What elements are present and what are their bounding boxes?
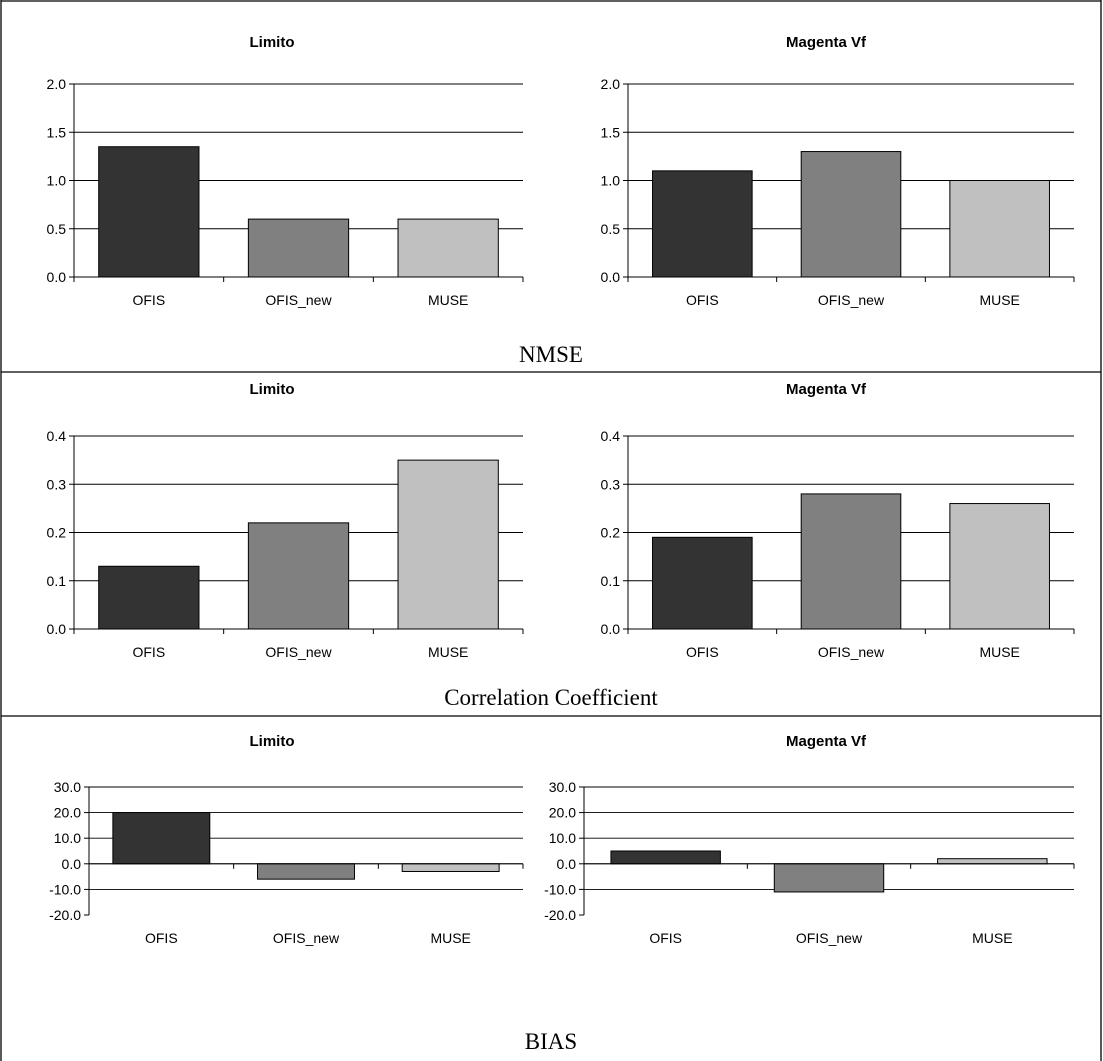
chart-bias-limito: Limito -20.0 -10.0 0.0 10.0 20.0 30.0 OFIS OFIS… [49, 733, 524, 946]
bar-ofis-new [247, 522, 350, 630]
y-tick-label: -10.0 [49, 881, 81, 897]
y-tick-label: 1.0 [47, 173, 67, 189]
y-tick-label: 30.0 [549, 779, 576, 795]
bar-muse [401, 863, 500, 872]
y-tick-label: 0.0 [62, 856, 82, 872]
y-tick-label: 0.0 [601, 621, 621, 637]
bar-ofis-new [800, 151, 902, 278]
bar-ofis [112, 812, 211, 865]
x-category-label: OFIS [132, 644, 165, 660]
x-category-label: OFIS_new [796, 930, 863, 946]
y-tick-label: -20.0 [49, 907, 81, 923]
bar-ofis-new [800, 493, 902, 630]
y-tick-label: 2.0 [601, 76, 621, 92]
y-tick-label: -10.0 [544, 881, 576, 897]
chart-title: Limito [250, 381, 295, 398]
y-tick-label: 0.1 [601, 573, 621, 589]
bar-ofis-new [247, 218, 350, 278]
x-category-label: OFIS [132, 292, 165, 308]
x-category-label: OFIS [145, 930, 178, 946]
y-tick-label: -20.0 [544, 907, 576, 923]
x-category-label: MUSE [428, 644, 468, 660]
y-tick-label: 0.5 [47, 221, 67, 237]
bar-ofis [98, 565, 200, 630]
x-category-label: MUSE [428, 292, 468, 308]
chart-title: Magenta Vf [786, 34, 867, 51]
bar-muse [937, 858, 1048, 865]
section-label-bias: BIAS [525, 1029, 577, 1054]
chart-title: Magenta Vf [786, 733, 867, 750]
x-category-label: OFIS [686, 644, 719, 660]
bar-ofis-new [773, 863, 885, 893]
y-tick-label: 1.5 [47, 124, 67, 140]
y-tick-label: 0.1 [47, 573, 67, 589]
y-tick-label: 10.0 [549, 830, 576, 846]
section-label-nmse: NMSE [519, 342, 583, 367]
chart-nmse-magenta-vf: Magenta Vf 0.0 0.5 1.0 1.5 2.0 OFIS OFIS_new MU… [601, 34, 1075, 308]
y-tick-label: 0.4 [47, 428, 67, 444]
y-tick-label: 0.3 [47, 476, 67, 492]
bar-ofis [652, 170, 753, 278]
chart-correlation-magenta-vf: Magenta Vf 0.0 0.1 0.2 0.3 0.4 OFIS OFIS_new MU… [601, 381, 1075, 660]
bar-ofis [98, 146, 200, 278]
chart-correlation-limito: Limito 0.0 0.1 0.2 0.3 0.4 OFIS OFIS_new MUSE [47, 381, 524, 660]
chart-bias-magenta-vf: Magenta Vf -20.0 -10.0 0.0 10.0 20.0 30.0 OFIS… [544, 733, 1075, 946]
bar-muse [397, 459, 499, 630]
bar-ofis [610, 850, 721, 865]
section-label-correlation: Correlation Coefficient [444, 685, 658, 710]
bar-ofis-new [257, 863, 355, 880]
y-tick-label: 1.5 [601, 124, 621, 140]
x-category-label: OFIS [686, 292, 719, 308]
y-tick-label: 30.0 [54, 779, 81, 795]
x-category-label: OFIS_new [273, 930, 340, 946]
y-tick-label: 10.0 [54, 830, 81, 846]
bar-muse [397, 218, 499, 278]
y-tick-label: 0.2 [47, 525, 67, 541]
chart-title: Limito [250, 34, 295, 51]
x-category-label: MUSE [430, 930, 470, 946]
bar-muse [949, 503, 1050, 630]
y-tick-label: 20.0 [549, 805, 576, 821]
x-category-label: OFIS_new [818, 644, 885, 660]
chart-title: Magenta Vf [786, 381, 867, 398]
x-category-label: MUSE [979, 644, 1019, 660]
y-tick-label: 0.0 [601, 269, 621, 285]
y-tick-label: 0.0 [47, 269, 67, 285]
y-tick-label: 20.0 [54, 805, 81, 821]
y-tick-label: 0.0 [47, 621, 67, 637]
y-tick-label: 1.0 [601, 173, 621, 189]
y-tick-label: 0.3 [601, 476, 621, 492]
chart-title: Limito [250, 733, 295, 750]
y-tick-label: 0.2 [601, 525, 621, 541]
y-tick-label: 0.0 [557, 856, 577, 872]
x-category-label: OFIS_new [818, 292, 885, 308]
x-category-label: OFIS [649, 930, 682, 946]
bar-muse [949, 180, 1050, 278]
x-category-label: MUSE [972, 930, 1012, 946]
x-category-label: MUSE [979, 292, 1019, 308]
x-category-label: OFIS_new [265, 292, 332, 308]
y-tick-label: 2.0 [47, 76, 67, 92]
chart-nmse-limito: Limito 0.0 0.5 1.0 1.5 2.0 OFIS OFIS_new MUSE [47, 34, 524, 308]
y-tick-label: 0.5 [601, 221, 621, 237]
y-tick-label: 0.4 [601, 428, 621, 444]
bar-ofis [652, 536, 753, 630]
x-category-label: OFIS_new [265, 644, 332, 660]
